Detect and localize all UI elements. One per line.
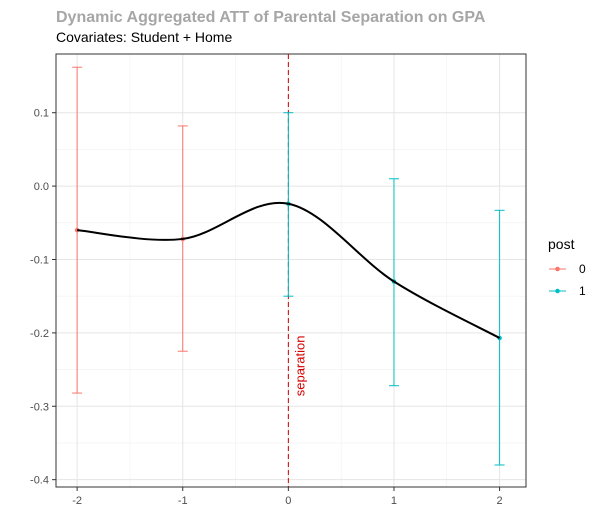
legend-title: post xyxy=(548,236,575,252)
panel-background xyxy=(56,54,526,487)
legend-label: 0 xyxy=(579,262,586,276)
legend-label: 1 xyxy=(579,284,586,298)
y-tick-label: 0.0 xyxy=(34,181,49,193)
chart-title: Dynamic Aggregated ATT of Parental Separ… xyxy=(56,9,486,26)
x-tick-label: 2 xyxy=(497,495,503,507)
y-tick-label: -0.4 xyxy=(30,475,49,487)
plot-panel: -2 -1 0 1 2 0.1 0.0 -0.1 -0.2 -0.3 -0.4 separation xyxy=(30,53,527,507)
x-tick-label: 0 xyxy=(285,495,291,507)
y-tick-label: -0.3 xyxy=(30,401,49,413)
legend-key-point xyxy=(555,288,560,294)
panel-border xyxy=(55,53,527,488)
chart-subtitle: Covariates: Student + Home xyxy=(56,29,232,45)
x-tick-label: 1 xyxy=(391,495,397,507)
legend-key-point xyxy=(555,266,560,272)
legend: post 0 1 xyxy=(548,236,586,298)
y-tick-label: -0.2 xyxy=(30,328,49,340)
separation-label: separation xyxy=(292,336,307,397)
x-tick-label: -1 xyxy=(178,495,188,507)
smooth-line xyxy=(77,201,501,339)
y-tick-label: -0.1 xyxy=(30,254,49,266)
x-tick-label: -2 xyxy=(72,495,82,507)
y-tick-label: 0.1 xyxy=(34,108,49,120)
